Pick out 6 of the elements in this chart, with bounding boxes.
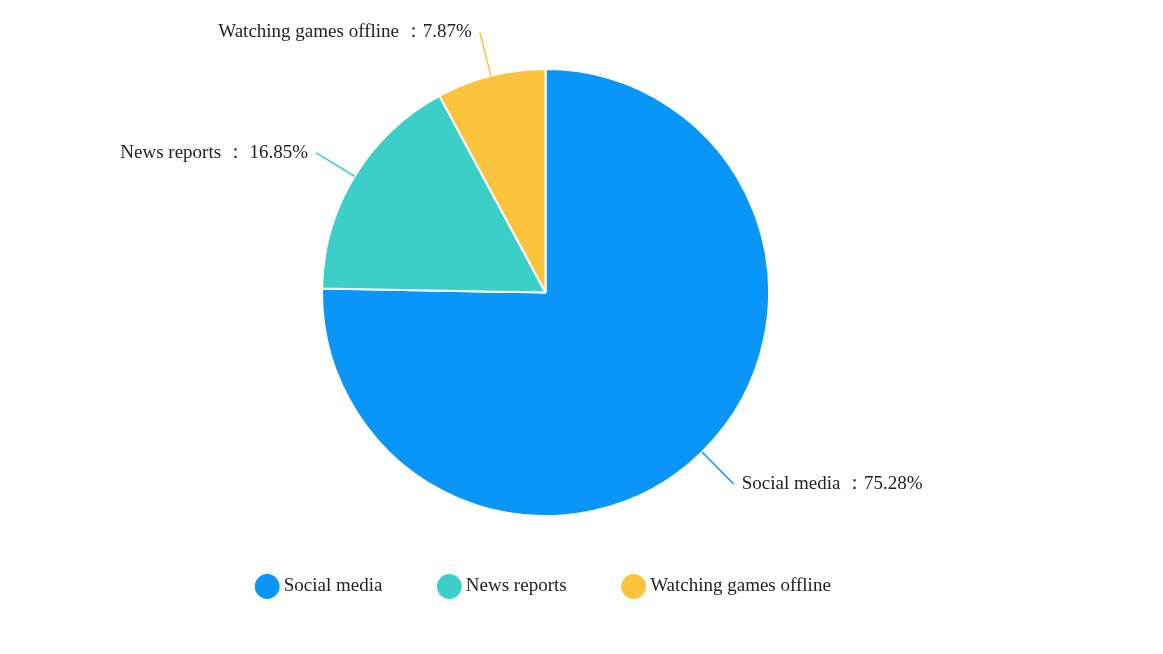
legend-label: News reports [465,574,567,596]
category-label: News reports ： 16.85% [120,140,309,162]
legend-label: Social media [283,574,383,596]
category-label: Social media ：75.28% [741,472,923,494]
legend-label: Watching games offline [650,574,831,596]
category-label: Watching games offline ：7.87% [218,20,472,42]
